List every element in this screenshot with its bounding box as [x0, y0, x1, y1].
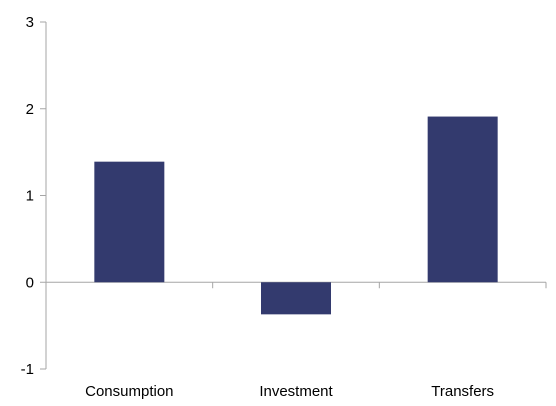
x-tick-label: Investment	[259, 383, 333, 400]
tick-labels: -1 0 1 2 3 Consumption Investment Transfers	[21, 14, 494, 400]
y-tick-label: 3	[26, 14, 34, 31]
bar-investment	[261, 282, 331, 315]
y-tick-label: 2	[26, 101, 34, 118]
y-tick-label: 1	[26, 188, 34, 205]
bar-transfers	[427, 116, 498, 283]
y-tick-label: -1	[21, 361, 34, 378]
x-tick-label: Consumption	[85, 383, 173, 400]
y-tick-label: 0	[26, 274, 34, 291]
x-tick-label: Transfers	[431, 383, 494, 400]
bars	[94, 116, 498, 315]
bar-consumption	[94, 161, 165, 283]
